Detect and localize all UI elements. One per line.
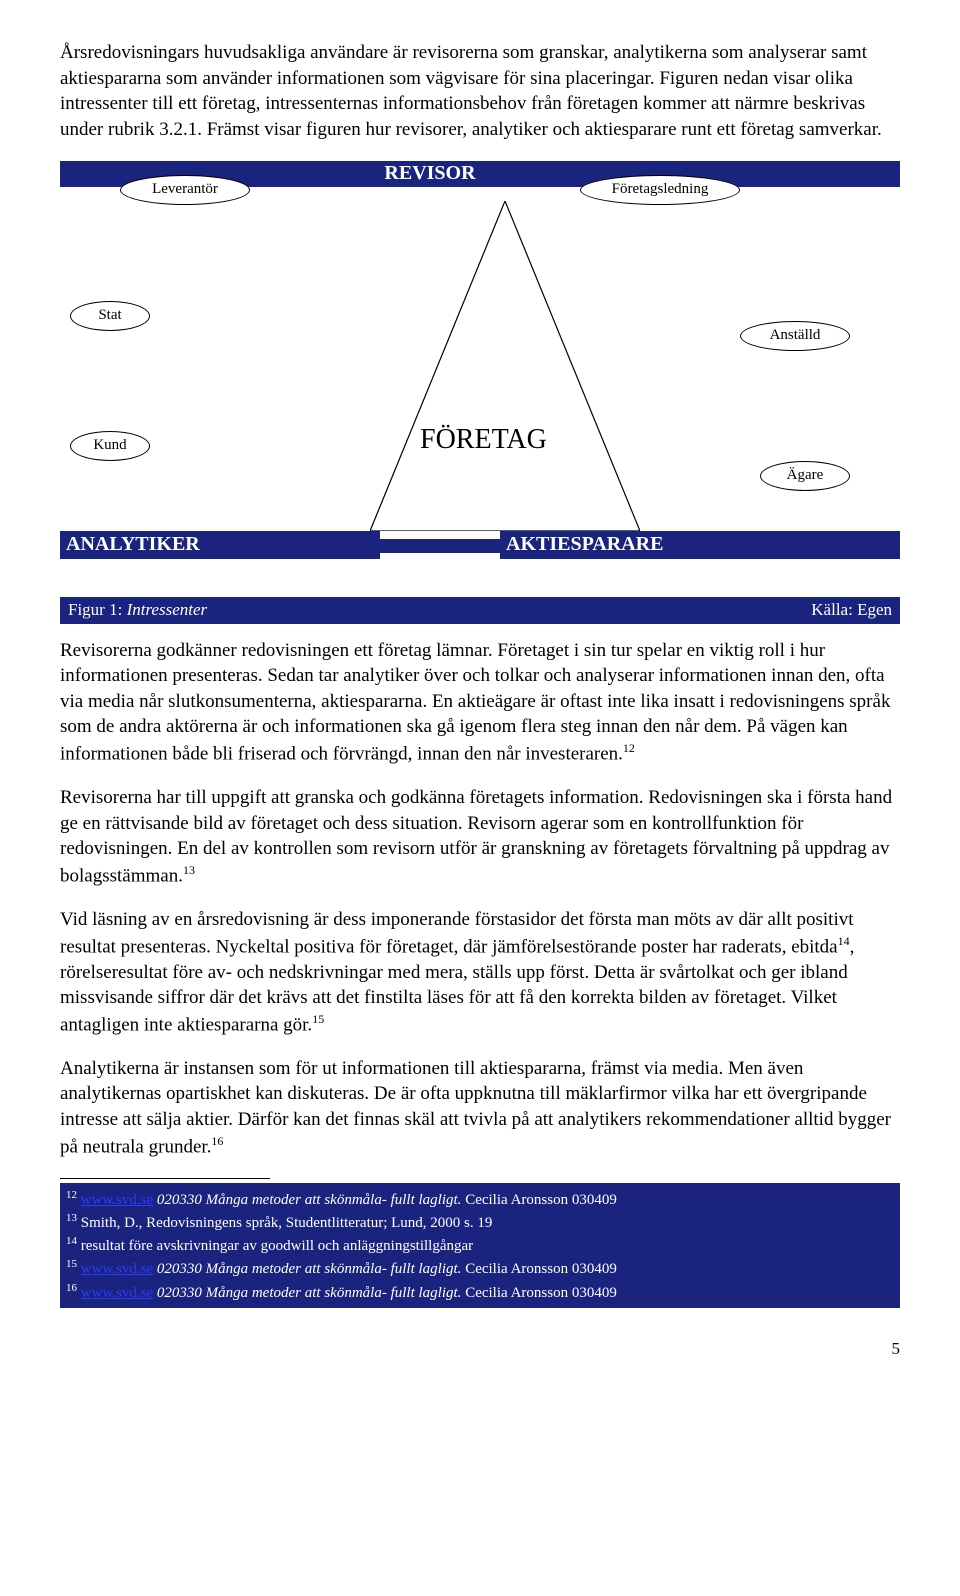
- figure-caption-text: Intressenter: [122, 600, 207, 619]
- footnote-14-text: resultat före avskrivningar av goodwill …: [77, 1238, 473, 1254]
- paragraph-2-text: Revisorerna godkänner redovisningen ett …: [60, 640, 890, 765]
- footnote-16-tail: Cecilia Aronsson 030409: [461, 1285, 616, 1301]
- footnote-ref-12: 12: [623, 741, 635, 755]
- diagram-aktiesparare-bar: AKTIESPARARE: [500, 531, 900, 559]
- footnotes-separator: [60, 1178, 270, 1179]
- footnote-ref-16: 16: [211, 1134, 223, 1148]
- figure-caption: Figur 1: Intressenter Källa: Egen: [60, 597, 900, 624]
- ellipse-anstalld: Anställd: [740, 321, 850, 351]
- ellipse-leverantor: Leverantör: [120, 175, 250, 205]
- page-number: 5: [60, 1338, 900, 1361]
- footnote-16-link[interactable]: www.svd.se: [81, 1285, 153, 1301]
- footnote-15-num: 15: [66, 1258, 77, 1270]
- figure-caption-source: Källa: Egen: [811, 599, 892, 622]
- footnote-16-num: 16: [66, 1282, 77, 1294]
- diagram-analytiker-bar: ANALYTIKER: [60, 531, 380, 559]
- footnote-12-num: 12: [66, 1189, 77, 1201]
- footnote-16-italic: 020330 Många metoder att skönmåla- fullt…: [153, 1285, 461, 1301]
- footnotes-block: 12 www.svd.se 020330 Många metoder att s…: [60, 1183, 900, 1308]
- figure-caption-title: Figur 1: Intressenter: [68, 599, 207, 622]
- diagram-bottom-gap-bar: [380, 539, 500, 553]
- footnote-15: 15 www.svd.se 020330 Många metoder att s…: [66, 1257, 894, 1279]
- footnote-12-italic: 020330 Många metoder att skönmåla- fullt…: [153, 1192, 461, 1208]
- diagram-revisor-label: REVISOR: [360, 161, 500, 187]
- paragraph-5-text: Analytikerna är instansen som för ut inf…: [60, 1058, 891, 1157]
- paragraph-4-text-a: Vid läsning av en årsredovisning är dess…: [60, 909, 854, 957]
- footnote-12-tail: Cecilia Aronsson 030409: [461, 1192, 616, 1208]
- footnote-15-tail: Cecilia Aronsson 030409: [461, 1261, 616, 1277]
- diagram-triangle: [370, 201, 640, 531]
- footnote-15-italic: 020330 Många metoder att skönmåla- fullt…: [153, 1261, 461, 1277]
- footnote-15-link[interactable]: www.svd.se: [81, 1261, 153, 1277]
- ellipse-agare: Ägare: [760, 461, 850, 491]
- footnote-14: 14 resultat före avskrivningar av goodwi…: [66, 1234, 894, 1256]
- stakeholder-diagram: REVISOR Leverantör Företagsledning Stat …: [60, 161, 900, 591]
- footnote-12-link[interactable]: www.svd.se: [81, 1192, 153, 1208]
- footnote-12: 12 www.svd.se 020330 Många metoder att s…: [66, 1188, 894, 1210]
- ellipse-kund: Kund: [70, 431, 150, 461]
- footnote-14-num: 14: [66, 1235, 77, 1247]
- paragraph-4: Vid läsning av en årsredovisning är dess…: [60, 907, 900, 1038]
- footnote-13-text: Smith, D., Redovisningens språk, Student…: [77, 1215, 492, 1231]
- paragraph-5: Analytikerna är instansen som för ut inf…: [60, 1056, 900, 1160]
- footnote-13-num: 13: [66, 1212, 77, 1224]
- footnote-ref-15: 15: [312, 1012, 324, 1026]
- footnote-ref-13: 13: [183, 863, 195, 877]
- ellipse-stat: Stat: [70, 301, 150, 331]
- diagram-foretag-label: FÖRETAG: [420, 421, 547, 459]
- footnote-13: 13 Smith, D., Redovisningens språk, Stud…: [66, 1211, 894, 1233]
- paragraph-2: Revisorerna godkänner redovisningen ett …: [60, 638, 900, 768]
- figure-caption-prefix: Figur 1:: [68, 600, 122, 619]
- footnote-ref-14: 14: [838, 934, 850, 948]
- footnote-16: 16 www.svd.se 020330 Många metoder att s…: [66, 1281, 894, 1303]
- paragraph-intro: Årsredovisningars huvudsakliga användare…: [60, 40, 900, 143]
- paragraph-3: Revisorerna har till uppgift att granska…: [60, 785, 900, 889]
